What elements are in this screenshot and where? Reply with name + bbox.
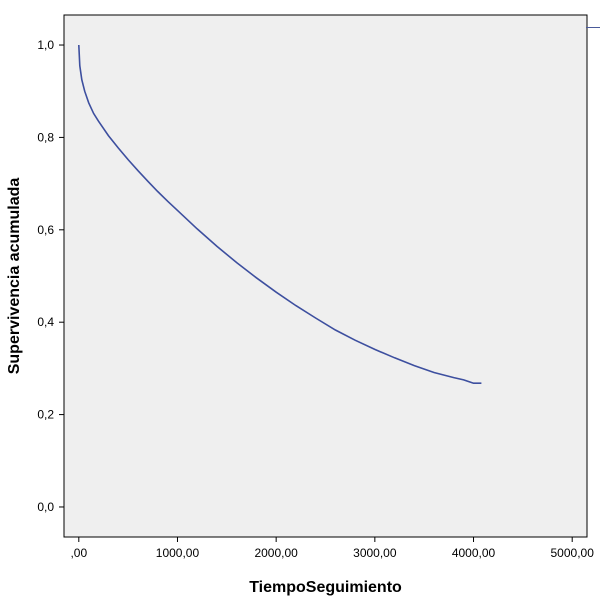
- legend-marker: [586, 27, 600, 28]
- y-tick-label: 0,8: [37, 130, 54, 144]
- y-tick-label: 0,0: [37, 500, 54, 514]
- x-tick-label: ,00: [70, 546, 87, 560]
- y-axis-title: Supervivencia acumulada: [6, 178, 23, 375]
- x-tick-label: 5000,00: [551, 546, 595, 560]
- plot-area: [63, 14, 588, 538]
- x-tick-label: 3000,00: [353, 546, 397, 560]
- survival-curve: [78, 44, 482, 384]
- y-axis-ticks: 0,0 0,2 0,4 0,6 0,8 1,0: [37, 38, 64, 514]
- x-axis-ticks: ,00 1000,00 2000,00 3000,00 4000,00 5000,00: [70, 537, 594, 560]
- y-tick-label: 1,0: [37, 38, 54, 52]
- x-axis-title: TiempoSeguimiento: [249, 579, 402, 596]
- y-tick-label: 0,2: [37, 408, 54, 422]
- y-tick-label: 0,4: [37, 315, 54, 329]
- x-tick-label: 2000,00: [254, 546, 298, 560]
- y-tick-label: 0,6: [37, 223, 54, 237]
- x-tick-label: 1000,00: [156, 546, 200, 560]
- x-tick-label: 4000,00: [452, 546, 496, 560]
